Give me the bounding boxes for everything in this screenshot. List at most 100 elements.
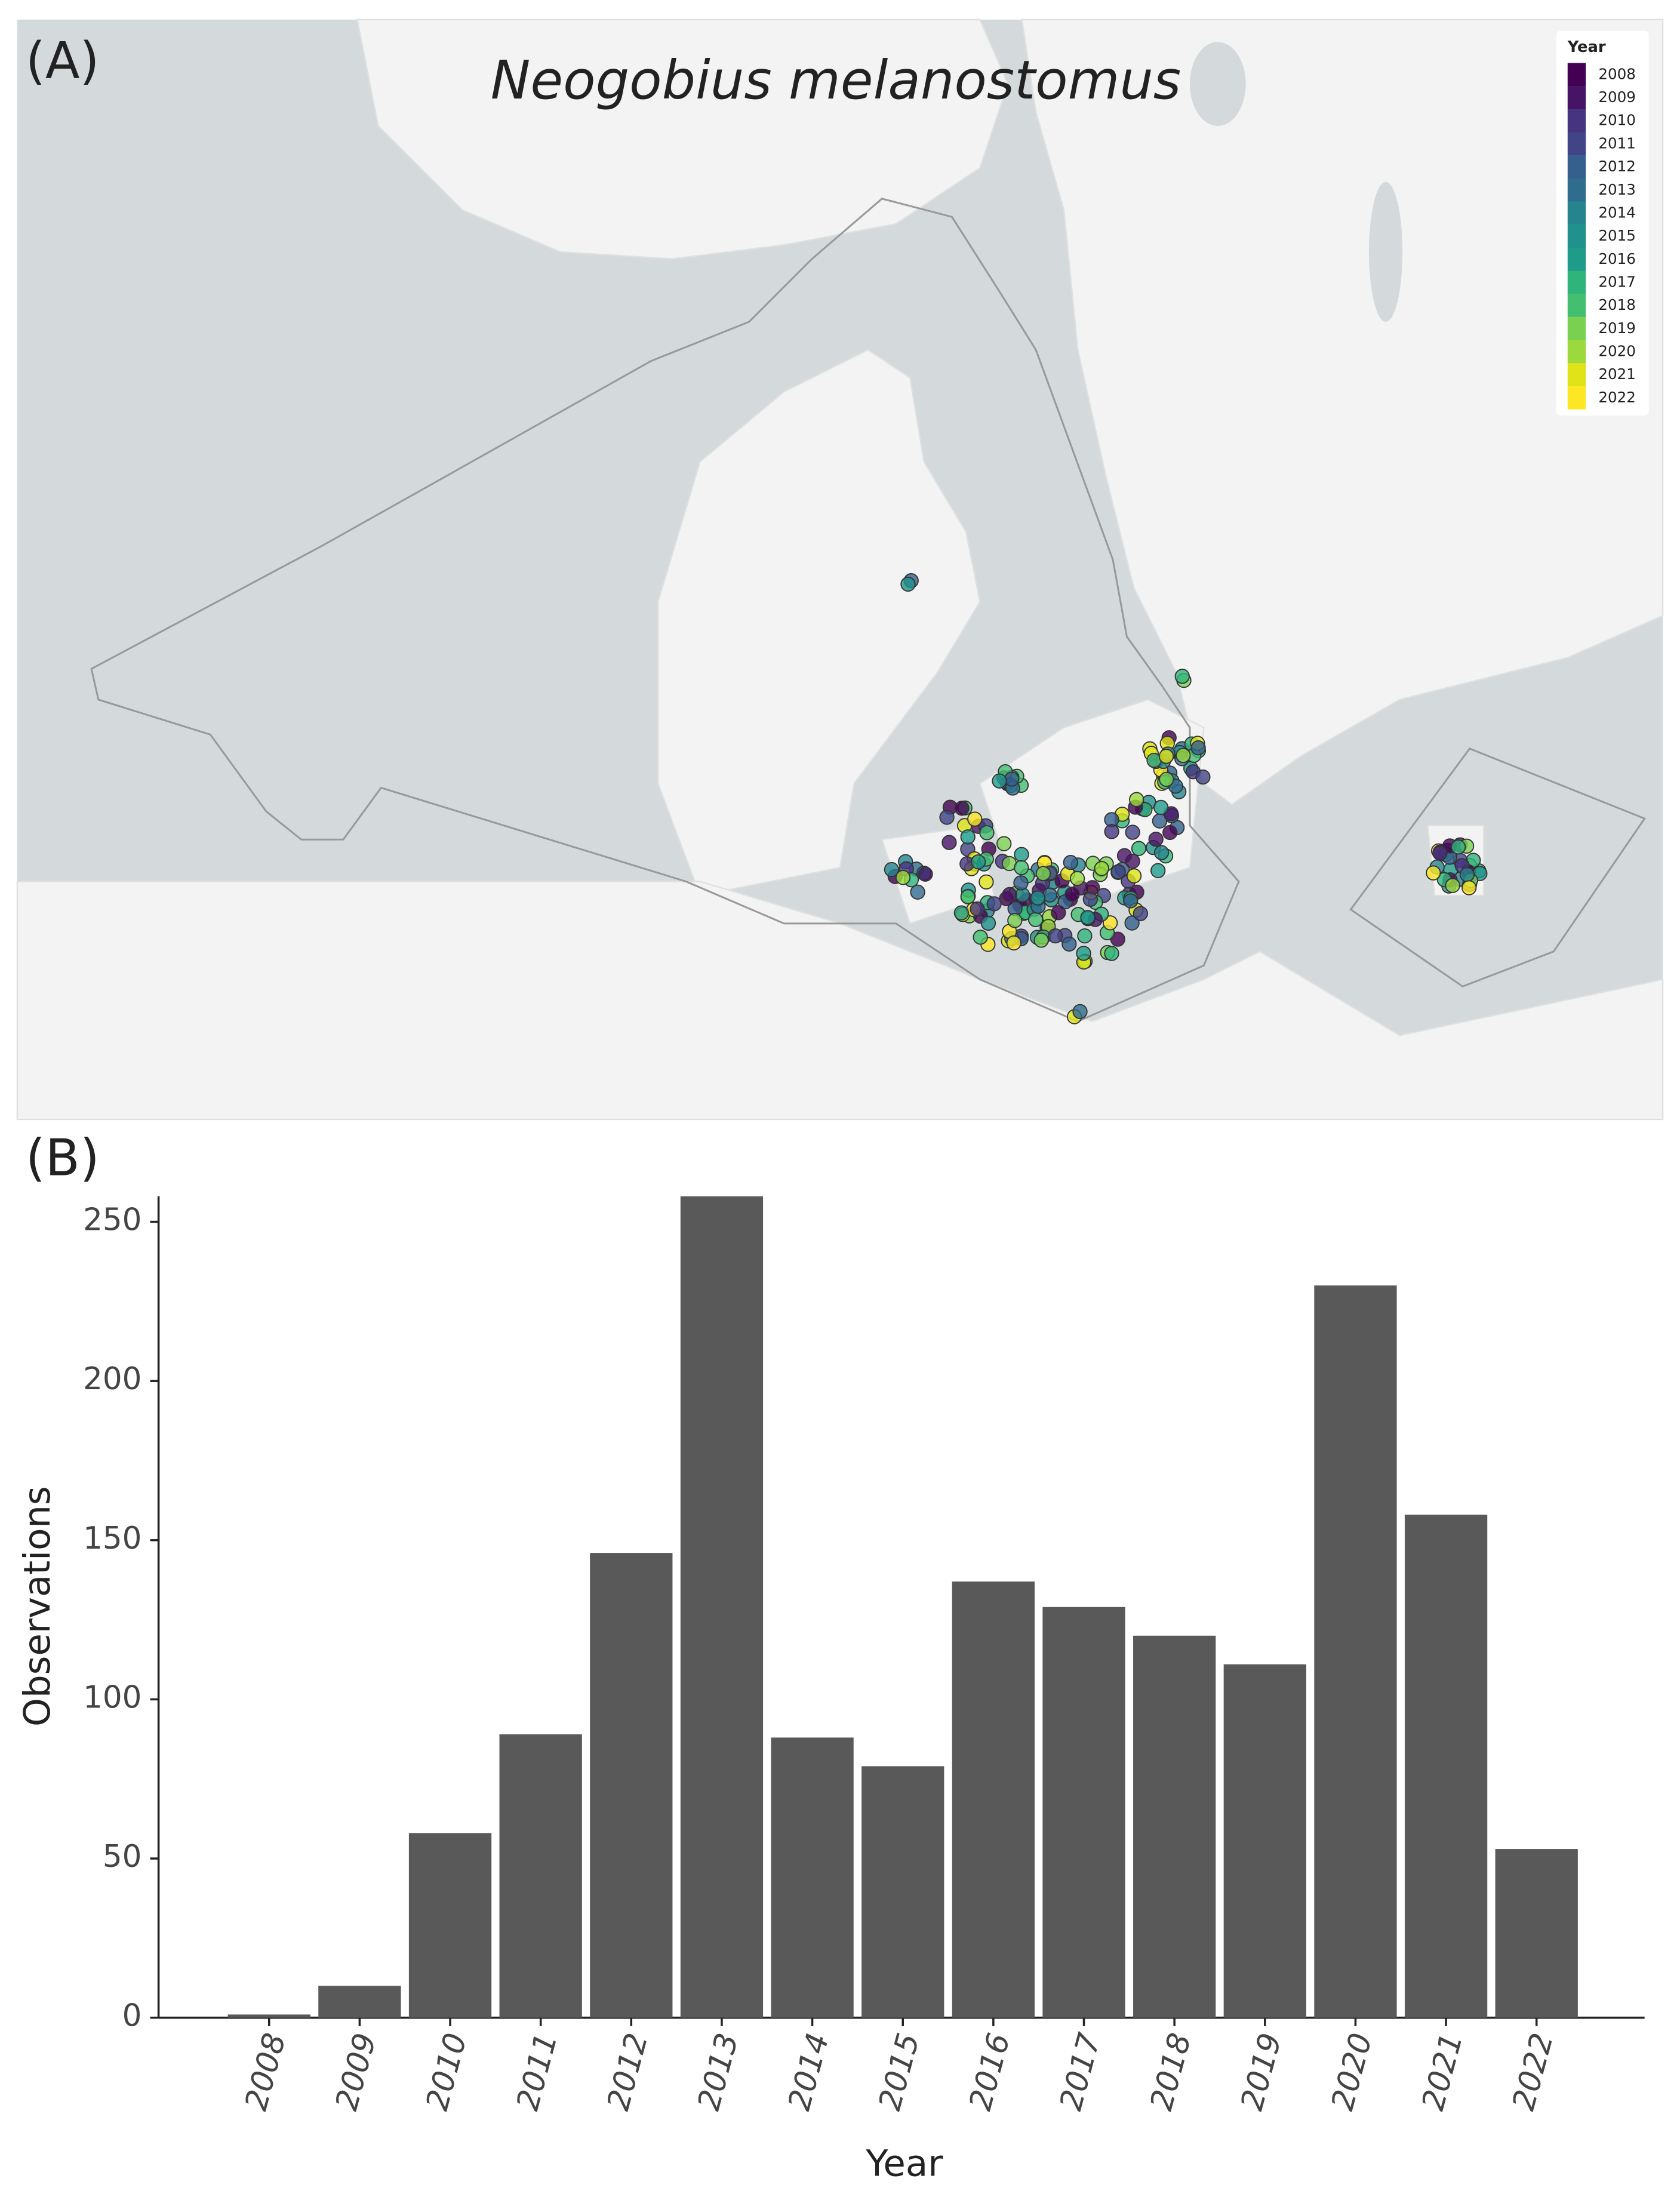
observation-point — [939, 810, 955, 825]
legend-label: 2017 — [1598, 273, 1636, 290]
bar — [1042, 1607, 1125, 2018]
x-tick-label: 2009 — [329, 2029, 384, 2114]
legend-swatch — [1567, 247, 1586, 271]
x-tick-label: 2010 — [419, 2029, 474, 2114]
y-axis-label: Observations — [16, 1486, 59, 1727]
bar — [318, 1986, 401, 2018]
legend-swatch — [1567, 109, 1586, 133]
x-tick-label: 2016 — [962, 2029, 1017, 2114]
observation-point — [986, 896, 1002, 912]
observation-point — [992, 773, 1007, 789]
observation-point — [1110, 864, 1126, 879]
observation-point — [996, 836, 1012, 851]
x-tick-label: 2020 — [1325, 2029, 1380, 2114]
legend-label: 2011 — [1598, 134, 1636, 152]
legend-label: 2009 — [1598, 88, 1636, 106]
observation-point — [1051, 905, 1066, 921]
observation-point — [1176, 747, 1191, 764]
bar — [1404, 1515, 1488, 2018]
observation-point — [970, 854, 986, 870]
bar — [227, 2014, 310, 2018]
observation-point — [1080, 910, 1096, 925]
x-tick-label: 2012 — [601, 2029, 656, 2114]
legend: 2008 2009 2010 2011 2012 2013 2014 2015 2016 2017… — [1567, 63, 1636, 410]
map-title: Neogobius melanostomus — [491, 50, 1181, 112]
legend-label: 2008 — [1598, 65, 1636, 82]
observation-point — [1445, 878, 1460, 893]
observation-point — [1159, 771, 1174, 787]
observation-point — [1133, 906, 1149, 921]
legend-swatch — [1567, 132, 1586, 156]
observation-point — [1002, 887, 1017, 903]
observation-point — [1014, 847, 1029, 862]
legend-swatch — [1567, 294, 1586, 318]
observation-point — [910, 884, 925, 900]
observation-point — [1082, 891, 1099, 907]
lake — [1189, 42, 1246, 126]
map-panel: (A) Neogobius melanostomus Year 2008 2009… — [16, 19, 1664, 1121]
x-tick-label: 2008 — [238, 2029, 293, 2114]
observation-point — [1061, 936, 1077, 952]
panel-label: (B) — [26, 1128, 100, 1187]
legend-swatch — [1567, 340, 1586, 364]
legend-swatch — [1567, 386, 1586, 410]
observation-point — [1124, 915, 1140, 931]
observation-point — [1013, 875, 1029, 891]
observation-point — [900, 576, 916, 592]
observation-point — [970, 901, 985, 917]
observation-point — [1006, 935, 1021, 951]
x-tick-label: 2013 — [691, 2029, 746, 2114]
observation-point — [1048, 928, 1063, 944]
observation-point — [1094, 861, 1109, 876]
observation-point — [1064, 887, 1080, 902]
x-tick-label: 2015 — [872, 2029, 927, 2114]
legend-label: 2012 — [1598, 158, 1636, 175]
observation-point — [1158, 749, 1174, 764]
observation-point — [979, 825, 995, 841]
observation-point — [1035, 866, 1051, 881]
bar — [861, 1766, 944, 2018]
observation-point — [1076, 946, 1091, 961]
bar-chart: 0 50 100 150 200 250 2008 2009 2010 2011 2012 2013 2… — [83, 1196, 1645, 2115]
observation-point — [973, 930, 988, 945]
observation-point — [1195, 769, 1211, 785]
y-tick-label: 250 — [83, 1202, 141, 1238]
bar — [590, 1553, 673, 2018]
observation-point — [1030, 890, 1045, 906]
y-tick-label: 150 — [83, 1521, 141, 1556]
legend-label: 2022 — [1598, 389, 1636, 406]
observation-point — [979, 874, 994, 890]
x-tick-label: 2014 — [781, 2029, 836, 2114]
legend-label: 2016 — [1598, 250, 1636, 267]
bar — [680, 1196, 764, 2018]
observation-point — [1033, 933, 1049, 948]
observation-point — [1007, 913, 1023, 928]
y-tick-label: 100 — [83, 1679, 141, 1715]
observation-point — [1174, 669, 1190, 684]
observation-point — [1125, 824, 1140, 840]
observation-point — [1459, 867, 1475, 882]
observation-point — [953, 905, 970, 921]
observation-point — [918, 866, 933, 882]
x-tick-label: 2017 — [1053, 2029, 1108, 2114]
x-tick-label: 2019 — [1234, 2029, 1289, 2114]
observation-point — [941, 835, 957, 850]
observation-point — [954, 801, 970, 816]
legend-label: 2010 — [1598, 112, 1636, 129]
legend-swatch — [1567, 178, 1586, 202]
legend-swatch — [1567, 155, 1586, 179]
y-tick-label: 200 — [83, 1361, 141, 1397]
observation-point — [1153, 799, 1169, 816]
observation-point — [1004, 771, 1020, 787]
bar — [499, 1734, 582, 2018]
observation-point — [960, 889, 976, 904]
legend-label: 2014 — [1598, 204, 1636, 221]
x-tick-label: 2021 — [1415, 2029, 1470, 2114]
x-tick-label: 2018 — [1143, 2029, 1198, 2114]
observation-points — [884, 573, 1488, 1024]
legend-swatch — [1567, 224, 1586, 248]
legend-label: 2015 — [1598, 227, 1636, 244]
x-tick-label: 2022 — [1506, 2029, 1561, 2114]
legend-label: 2019 — [1598, 319, 1636, 337]
observation-point — [1072, 1004, 1088, 1020]
